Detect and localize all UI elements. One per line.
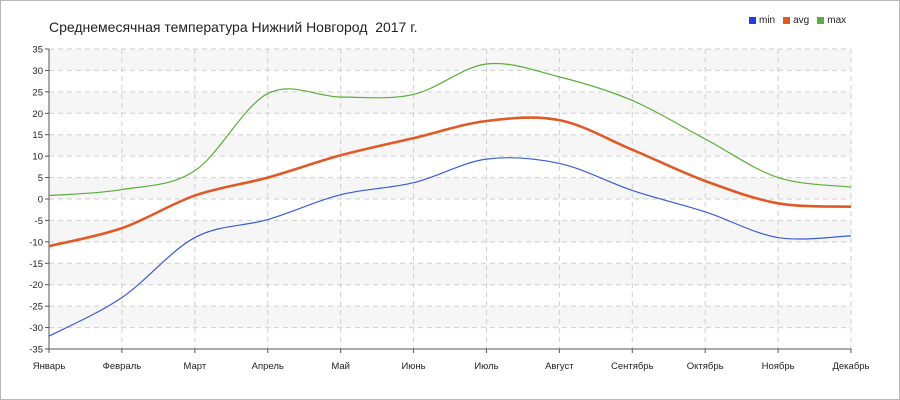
y-tick-label: 15 bbox=[32, 130, 43, 141]
y-tick-label: -10 bbox=[29, 237, 43, 248]
legend-label-max: max bbox=[827, 15, 847, 26]
x-tick-label: Сентябрь bbox=[611, 361, 654, 372]
plot-band bbox=[49, 156, 851, 178]
y-tick-label: 25 bbox=[32, 87, 43, 98]
plot-band bbox=[49, 241, 851, 264]
y-tick-label: 20 bbox=[32, 109, 43, 120]
x-tick-label: Май bbox=[331, 361, 350, 372]
x-tick-label: Декабрь bbox=[832, 361, 869, 372]
y-tick-label: 30 bbox=[32, 66, 43, 77]
x-tick-label: Октябрь bbox=[687, 361, 724, 372]
series-line-max bbox=[48, 62, 852, 197]
plot-band bbox=[49, 306, 851, 328]
y-tick-label: -30 bbox=[29, 323, 43, 334]
x-tick-label: Август bbox=[545, 361, 574, 372]
plot-band bbox=[49, 91, 851, 114]
x-tick-label: Ноябрь bbox=[762, 361, 795, 372]
y-tick-label: -5 bbox=[35, 216, 43, 227]
y-tick-label: -20 bbox=[29, 280, 43, 291]
legend-label-avg: avg bbox=[793, 15, 810, 26]
plot-band bbox=[49, 113, 851, 135]
y-tick-label: 35 bbox=[32, 45, 43, 56]
y-tick-label: 10 bbox=[32, 152, 43, 163]
y-tick-label: 0 bbox=[38, 195, 43, 206]
y-tick-label: -15 bbox=[29, 259, 43, 270]
x-tick-label: Апрель bbox=[252, 361, 284, 372]
y-tick-label: -35 bbox=[29, 345, 43, 356]
chart-title: Среднемесячная температура Нижний Новгор… bbox=[49, 19, 418, 35]
legend-item-max: max bbox=[817, 15, 846, 26]
plot-band bbox=[49, 284, 851, 307]
plot-band bbox=[49, 220, 851, 242]
legend-swatch-min bbox=[749, 17, 756, 24]
series-line-avg bbox=[48, 116, 852, 248]
plot-band bbox=[49, 177, 851, 199]
plot-band bbox=[49, 263, 851, 285]
series-line-min bbox=[48, 157, 852, 337]
x-tick-label: Март bbox=[183, 361, 206, 372]
x-tick-label: Июнь bbox=[401, 361, 425, 372]
x-tick-label: Январь bbox=[33, 361, 66, 372]
y-tick-label: -25 bbox=[29, 302, 43, 313]
x-tick-label: Июль bbox=[474, 361, 498, 372]
plot-band bbox=[49, 199, 851, 221]
legend-item-min: min bbox=[749, 15, 775, 26]
plot-band bbox=[49, 134, 851, 157]
plot-band bbox=[49, 49, 851, 71]
legend: min avg max bbox=[749, 15, 846, 26]
legend-swatch-avg bbox=[783, 17, 791, 24]
x-tick-label: Февраль bbox=[103, 361, 142, 372]
legend-item-avg: avg bbox=[783, 15, 809, 26]
plot-band bbox=[49, 327, 851, 349]
legend-swatch-max bbox=[817, 17, 825, 24]
plot-band bbox=[49, 70, 851, 92]
legend-label-min: min bbox=[759, 15, 776, 26]
y-tick-label: 5 bbox=[38, 173, 43, 184]
